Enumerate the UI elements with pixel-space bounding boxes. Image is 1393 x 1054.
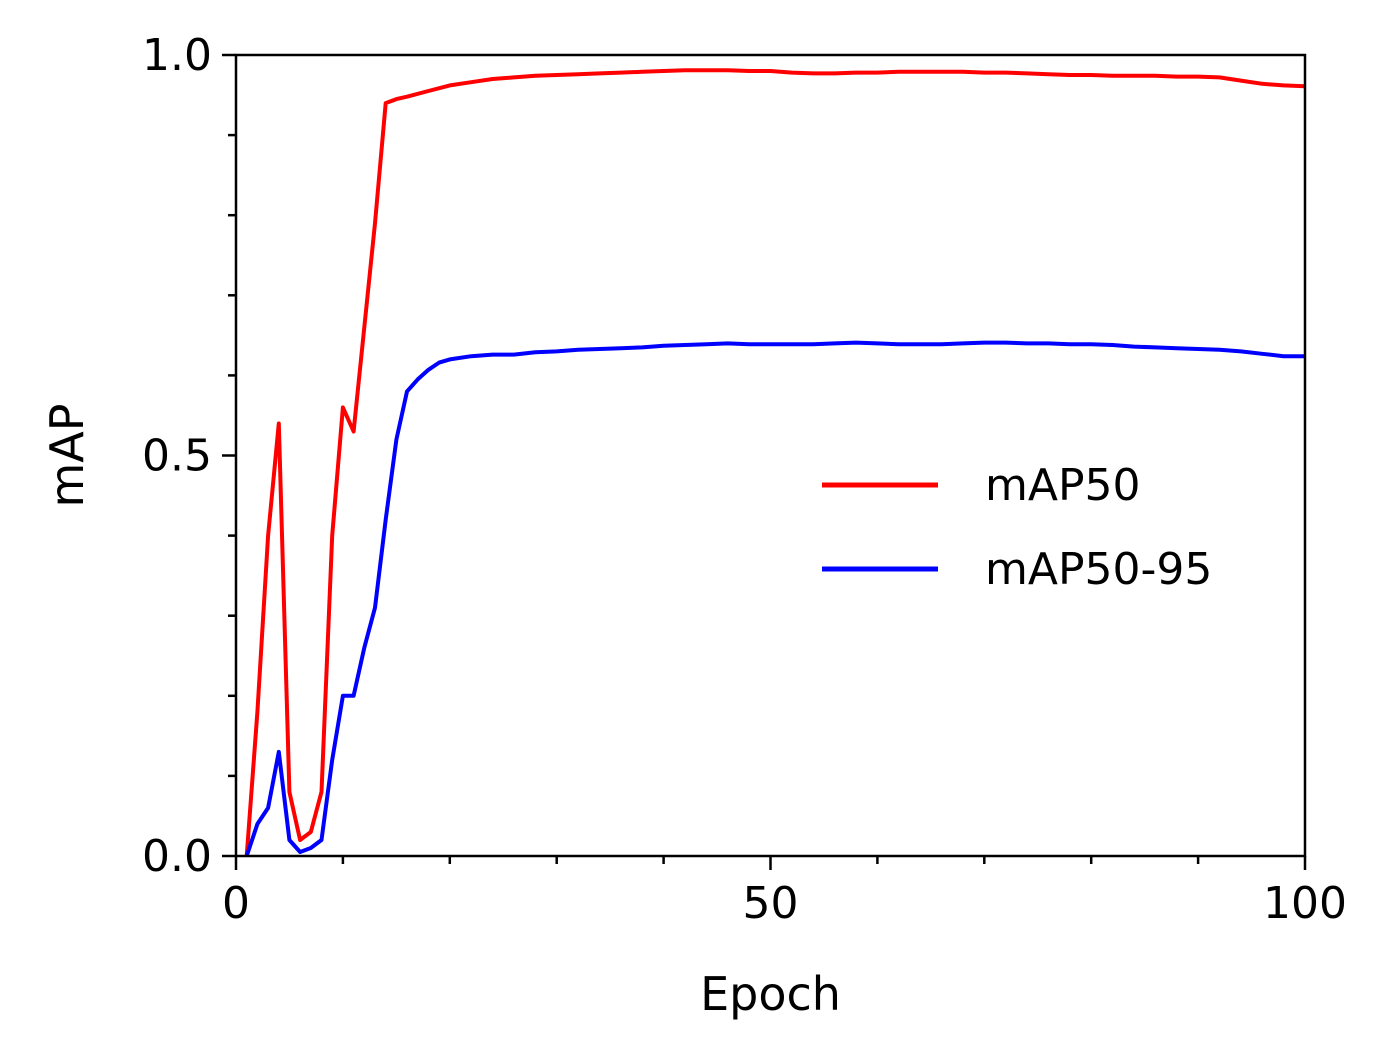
tick-layer: 0 50 100 0.0 0.5 1.0 <box>142 30 1347 929</box>
series-line-map50-95 <box>244 340 1305 857</box>
y-axis-title: mAP <box>40 403 94 507</box>
series-layer <box>244 68 1306 857</box>
x-tick-label: 50 <box>743 878 799 929</box>
x-tick-label: 0 <box>222 878 250 929</box>
legend-label: mAP50 <box>985 460 1140 511</box>
y-tick-label: 1.0 <box>142 30 212 81</box>
plot-area-frame <box>234 53 1307 858</box>
y-tick-label: 0.0 <box>142 831 212 882</box>
legend-label: mAP50-95 <box>985 544 1212 595</box>
x-axis-title: Epoch <box>700 967 841 1021</box>
series-line-map50 <box>244 68 1306 857</box>
x-tick-label: 100 <box>1263 878 1347 929</box>
y-tick-label: 0.5 <box>142 431 212 482</box>
legend: mAP50 mAP50-95 <box>822 460 1212 595</box>
